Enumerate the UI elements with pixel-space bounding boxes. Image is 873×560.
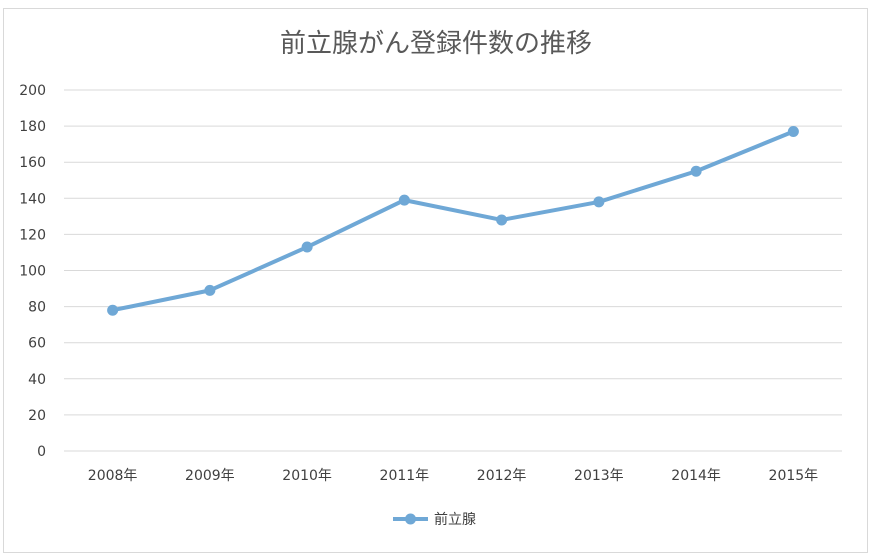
x-tick-label: 2012年 — [477, 468, 527, 484]
x-tick-label: 2008年 — [88, 468, 138, 484]
data-point[interactable] — [398, 194, 410, 206]
data-point[interactable] — [204, 284, 216, 296]
y-tick-label: 0 — [37, 444, 46, 460]
chart-title: 前立腺がん登録件数の推移 — [280, 29, 592, 59]
y-tick-label: 140 — [19, 191, 46, 207]
legend-swatch-marker — [405, 513, 416, 525]
y-tick-label: 160 — [19, 155, 46, 171]
y-tick-label: 60 — [28, 336, 46, 352]
x-tick-label: 2014年 — [671, 468, 721, 484]
data-point[interactable] — [107, 304, 119, 316]
x-tick-label: 2011年 — [380, 468, 430, 484]
gridlines — [64, 89, 842, 452]
y-axis-ticks: 0 20 40 60 80 100 120 140 160 180 200 — [19, 83, 46, 460]
x-tick-label: 2009年 — [185, 468, 235, 484]
series-layer — [107, 126, 799, 316]
data-point[interactable] — [301, 241, 313, 253]
series-line[interactable] — [112, 129, 795, 313]
x-tick-label: 2015年 — [769, 468, 819, 484]
data-point[interactable] — [593, 196, 605, 208]
legend-label: 前立腺 — [434, 511, 476, 528]
y-tick-label: 200 — [19, 83, 46, 99]
y-tick-label: 180 — [19, 119, 46, 135]
y-tick-label: 20 — [28, 408, 46, 424]
x-tick-label: 2010年 — [282, 468, 332, 484]
legend[interactable]: 前立腺 — [393, 511, 476, 528]
x-tick-label: 2013年 — [574, 468, 624, 484]
data-point[interactable] — [787, 126, 799, 138]
y-tick-label: 80 — [28, 300, 46, 316]
y-tick-label: 40 — [28, 372, 46, 388]
data-point[interactable] — [690, 165, 702, 177]
x-axis-ticks: 2008年 2009年 2010年 2011年 2012年 2013年 2014年 2015年 — [88, 468, 818, 484]
y-tick-label: 120 — [19, 227, 46, 243]
data-point[interactable] — [496, 214, 508, 226]
y-tick-label: 100 — [19, 264, 46, 280]
chart-frame — [3, 8, 868, 553]
